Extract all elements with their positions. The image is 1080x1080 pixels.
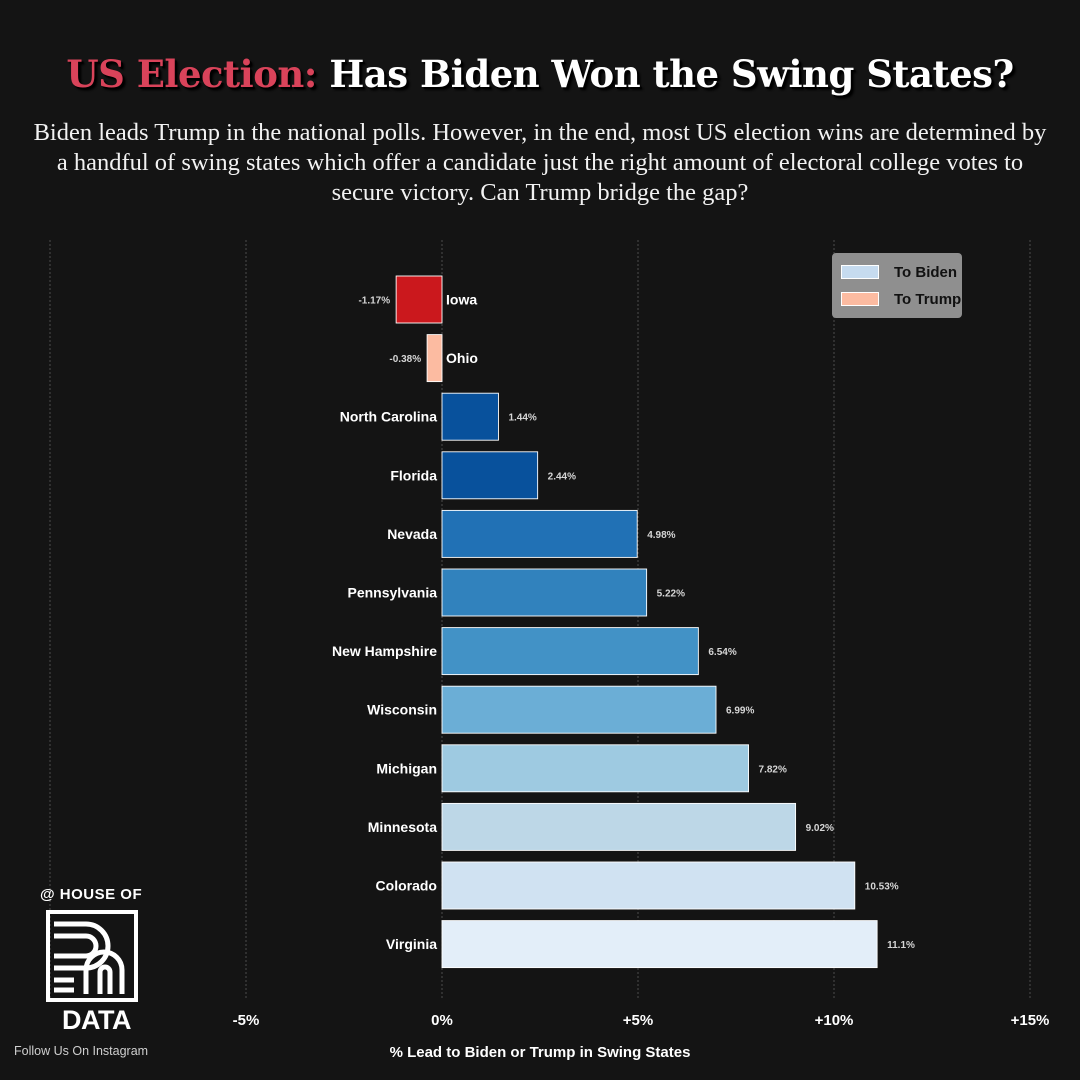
- follow-link[interactable]: Follow Us On Instagram: [14, 1044, 149, 1058]
- value-label: -1.17%: [358, 296, 390, 307]
- x-tick-label: +5%: [623, 1012, 653, 1029]
- legend-swatch-trump: [841, 292, 879, 306]
- bar: [441, 392, 499, 441]
- x-tick-label: 0%: [431, 1012, 453, 1029]
- bar: [426, 334, 443, 383]
- bar: [441, 802, 797, 851]
- category-label: Pennsylvania: [348, 585, 438, 601]
- value-label: 9.02%: [806, 823, 834, 834]
- legend-label-biden: To Biden: [894, 263, 958, 281]
- legend: To Biden To Trump: [832, 253, 962, 318]
- bar: [395, 275, 443, 324]
- value-label: 11.1%: [887, 940, 915, 951]
- value-label: 2.44%: [548, 471, 576, 482]
- value-label: 7.82%: [759, 764, 787, 775]
- category-label: New Hampshire: [332, 643, 437, 659]
- bar: [441, 568, 648, 617]
- labels: Iowa -1.17% Ohio -0.38% North Carolina 1.44% F…: [332, 292, 915, 953]
- category-label: Minnesota: [368, 819, 437, 835]
- bar: [441, 685, 717, 734]
- category-label: Nevada: [387, 526, 437, 542]
- logo-bottom-text: DATA: [62, 1005, 131, 1035]
- bar: [441, 861, 856, 910]
- category-label: Florida: [390, 467, 437, 483]
- value-label: 1.44%: [508, 413, 536, 424]
- logo-mark-icon: [46, 910, 138, 1002]
- category-label: North Carolina: [340, 409, 437, 425]
- category-label: Iowa: [446, 292, 477, 308]
- house-of-data-logo[interactable]: @ HOUSE OF DATA Follow Us On Instagram: [12, 884, 172, 1064]
- category-label: Virginia: [386, 936, 437, 952]
- bar: [441, 920, 878, 969]
- bar: [441, 509, 638, 558]
- logo-top-text: @ HOUSE OF: [40, 886, 143, 903]
- value-label: 10.53%: [865, 882, 899, 893]
- x-tick-label: +15%: [1011, 1012, 1050, 1029]
- bar: [441, 744, 749, 793]
- bar: [441, 451, 539, 500]
- value-label: -0.38%: [389, 354, 421, 365]
- value-label: 5.22%: [657, 589, 685, 600]
- value-label: 6.54%: [708, 647, 736, 658]
- title-rest: Has Biden Won the Swing States?: [329, 52, 1014, 96]
- x-tick-label: +10%: [815, 1012, 854, 1029]
- category-label: Michigan: [376, 760, 437, 776]
- category-label: Wisconsin: [367, 702, 437, 718]
- legend-label-trump: To Trump: [894, 290, 962, 308]
- category-label: Ohio: [446, 350, 478, 366]
- x-axis-title: % Lead to Biden or Trump in Swing States: [390, 1044, 691, 1061]
- x-tick-label: -5%: [233, 1012, 260, 1029]
- chart-subtitle: Biden leads Trump in the national polls.…: [33, 119, 1047, 206]
- bar: [441, 627, 699, 676]
- bars: [395, 275, 878, 969]
- legend-item-trump: To Trump: [841, 290, 961, 308]
- chart-title: US Election: Has Biden Won the Swing Sta…: [0, 52, 1080, 96]
- category-label: Colorado: [376, 878, 437, 894]
- legend-item-biden: To Biden: [841, 263, 957, 281]
- x-axis-ticks: -5% 0% +5% +10% +15%: [233, 1012, 1050, 1029]
- title-highlight: US Election:: [66, 52, 317, 96]
- legend-swatch-biden: [841, 265, 879, 279]
- value-label: 6.99%: [726, 706, 754, 717]
- value-label: 4.98%: [647, 530, 675, 541]
